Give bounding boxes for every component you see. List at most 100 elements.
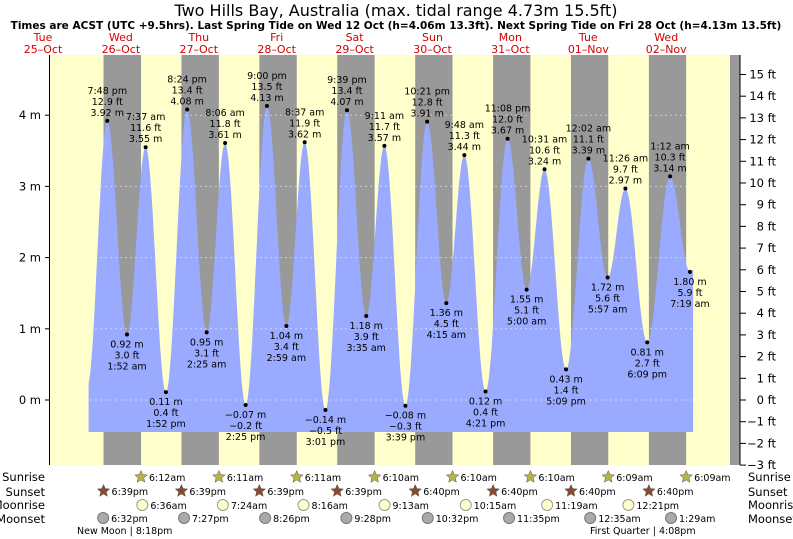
- moonrise-icon: [136, 499, 149, 511]
- tide-height-m: 3.91 m: [410, 109, 443, 120]
- tide-time: 9:48 am: [445, 120, 484, 131]
- moonset-time: 1:29am: [679, 514, 715, 525]
- tide-height-m: 3.24 m: [528, 156, 561, 167]
- tide-time: 11:26 am: [603, 154, 648, 165]
- tide-time: 1:12 am: [650, 141, 689, 152]
- day-date: 25–Oct: [24, 43, 63, 56]
- day-name: Wed: [654, 31, 678, 44]
- tide-point-high: [505, 136, 510, 141]
- tide-time: 9:39 pm: [327, 75, 367, 86]
- low-tide-label: 1.80 m5.9 ft7:19 am: [670, 277, 709, 310]
- day-name: Thu: [187, 31, 209, 44]
- moonrise-time: 8:16am: [312, 501, 348, 512]
- moonset-time: 8:26pm: [273, 514, 310, 525]
- tide-height-ft: 11.9 ft: [289, 118, 320, 129]
- tide-time: 9:00 pm: [247, 71, 287, 82]
- tide-point-high: [143, 145, 148, 150]
- tide-height-ft: 3.1 ft: [194, 348, 219, 359]
- day-date: 30–Oct: [413, 43, 452, 56]
- y-tick-label-ft: 13 ft: [749, 111, 776, 125]
- y-tick-label-ft: 4 ft: [757, 306, 777, 320]
- low-tide-label: 1.04 m3.4 ft2:59 am: [267, 331, 306, 364]
- tide-time: 12:02 am: [566, 124, 611, 135]
- tide-time: 3:35 am: [347, 343, 386, 354]
- chart-title: Two Hills Bay, Australia (max. tidal ran…: [173, 1, 617, 20]
- tide-point-low: [524, 287, 529, 292]
- tide-time: 2:25 pm: [226, 432, 266, 443]
- low-tide-label: 1.18 m3.9 ft3:35 am: [347, 321, 386, 354]
- tide-point-low: [364, 313, 369, 318]
- y-tick-label-ft: 8 ft: [757, 219, 777, 233]
- moonrise-time: 6:36am: [150, 501, 186, 512]
- tide-point-high: [462, 153, 467, 158]
- moonrise-icon: [622, 499, 635, 511]
- astronomy-rows: SunriseSunriseSunsetSunsetMoonriseMoonri…: [0, 469, 793, 537]
- high-tide-label: 11:26 am9.7 ft2.97 m: [603, 154, 648, 187]
- tide-height-m: −0.08 m: [385, 411, 426, 422]
- tide-height-m: 4.13 m: [250, 93, 283, 104]
- sunset-icon: [486, 483, 500, 497]
- low-tide-label: −0.08 m−0.3 ft3:39 pm: [385, 411, 426, 444]
- sunset-icon: [174, 483, 189, 497]
- moonset-icon: [421, 512, 434, 524]
- moonrise-icon: [459, 499, 472, 511]
- tide-height-ft: 5.6 ft: [595, 294, 620, 305]
- tide-height-m: 0.43 m: [549, 374, 582, 385]
- y-tick-label-ft: 11 ft: [749, 154, 776, 168]
- tide-height-ft: 10.3 ft: [655, 152, 686, 163]
- low-tide-label: 0.95 m3.1 ft2:25 am: [187, 337, 226, 370]
- sunset-time: 6:39pm: [189, 487, 226, 498]
- tide-height-ft: 2.7 ft: [635, 358, 660, 369]
- y-tick-label-ft: −1 ft: [747, 415, 776, 429]
- sunrise-time: 6:12am: [149, 473, 185, 484]
- tide-height-ft: 12.9 ft: [92, 97, 123, 108]
- moonset-time: 7:27pm: [192, 514, 229, 525]
- sunset-time: 6:39pm: [345, 487, 382, 498]
- moonrise-row-label-right: Moonrise: [748, 498, 793, 512]
- sunrise-time: 6:09am: [694, 473, 730, 484]
- y-tick-label-ft: 15 ft: [749, 67, 776, 81]
- tide-height-m: 1.55 m: [510, 295, 543, 306]
- tide-time: 10:31 am: [522, 134, 567, 145]
- tide-time: 5:57 am: [588, 305, 627, 316]
- sunrise-icon: [523, 469, 538, 483]
- tide-time: 5:09 pm: [546, 396, 586, 407]
- tide-point-low: [284, 323, 289, 328]
- low-tide-label: 1.36 m4.5 ft4:15 am: [427, 308, 466, 341]
- tide-height-m: 3.55 m: [129, 134, 162, 145]
- tide-height-ft: 11.1 ft: [573, 135, 604, 146]
- sunset-icon: [408, 483, 423, 497]
- tide-point-high: [425, 119, 430, 124]
- sunrise-row-label-right: Sunrise: [748, 470, 791, 484]
- tide-time: 4:15 am: [427, 330, 466, 341]
- tide-time: 3:01 pm: [306, 437, 346, 448]
- moonset-icon: [259, 512, 272, 524]
- sunrise-icon: [445, 469, 460, 483]
- y-tick-label-ft: 2 ft: [757, 350, 777, 364]
- tide-time: 3:39 pm: [386, 433, 426, 444]
- tide-height-ft: −0.5 ft: [309, 426, 342, 437]
- tide-height-ft: 5.9 ft: [677, 288, 702, 299]
- sunrise-icon: [212, 469, 226, 483]
- tide-point-low: [605, 275, 610, 280]
- sunrise-time: 6:11am: [227, 473, 263, 484]
- y-axis-feet: −3 ft −2 ft −1 ft 0 ft 1 ft 2 ft 3 ft 4 ft 5 ft 6…: [739, 55, 777, 472]
- tide-height-ft: 0.4 ft: [153, 408, 178, 419]
- tide-point-low: [403, 403, 408, 408]
- y-tick-label-ft: −2 ft: [747, 436, 776, 450]
- tide-height-m: 0.92 m: [110, 339, 143, 350]
- tide-height-ft: 3.4 ft: [274, 342, 299, 353]
- tide-height-ft: 3.0 ft: [114, 350, 139, 361]
- tide-height-m: 1.72 m: [591, 283, 624, 294]
- day-name: Wed: [109, 31, 133, 44]
- tide-height-ft: 5.1 ft: [514, 306, 539, 317]
- sunset-row-label-right: Sunset: [748, 485, 788, 499]
- sunset-icon: [96, 483, 111, 497]
- tide-height-m: 3.44 m: [448, 142, 481, 153]
- tide-height-ft: 3.9 ft: [354, 332, 379, 343]
- moonset-icon: [584, 512, 597, 524]
